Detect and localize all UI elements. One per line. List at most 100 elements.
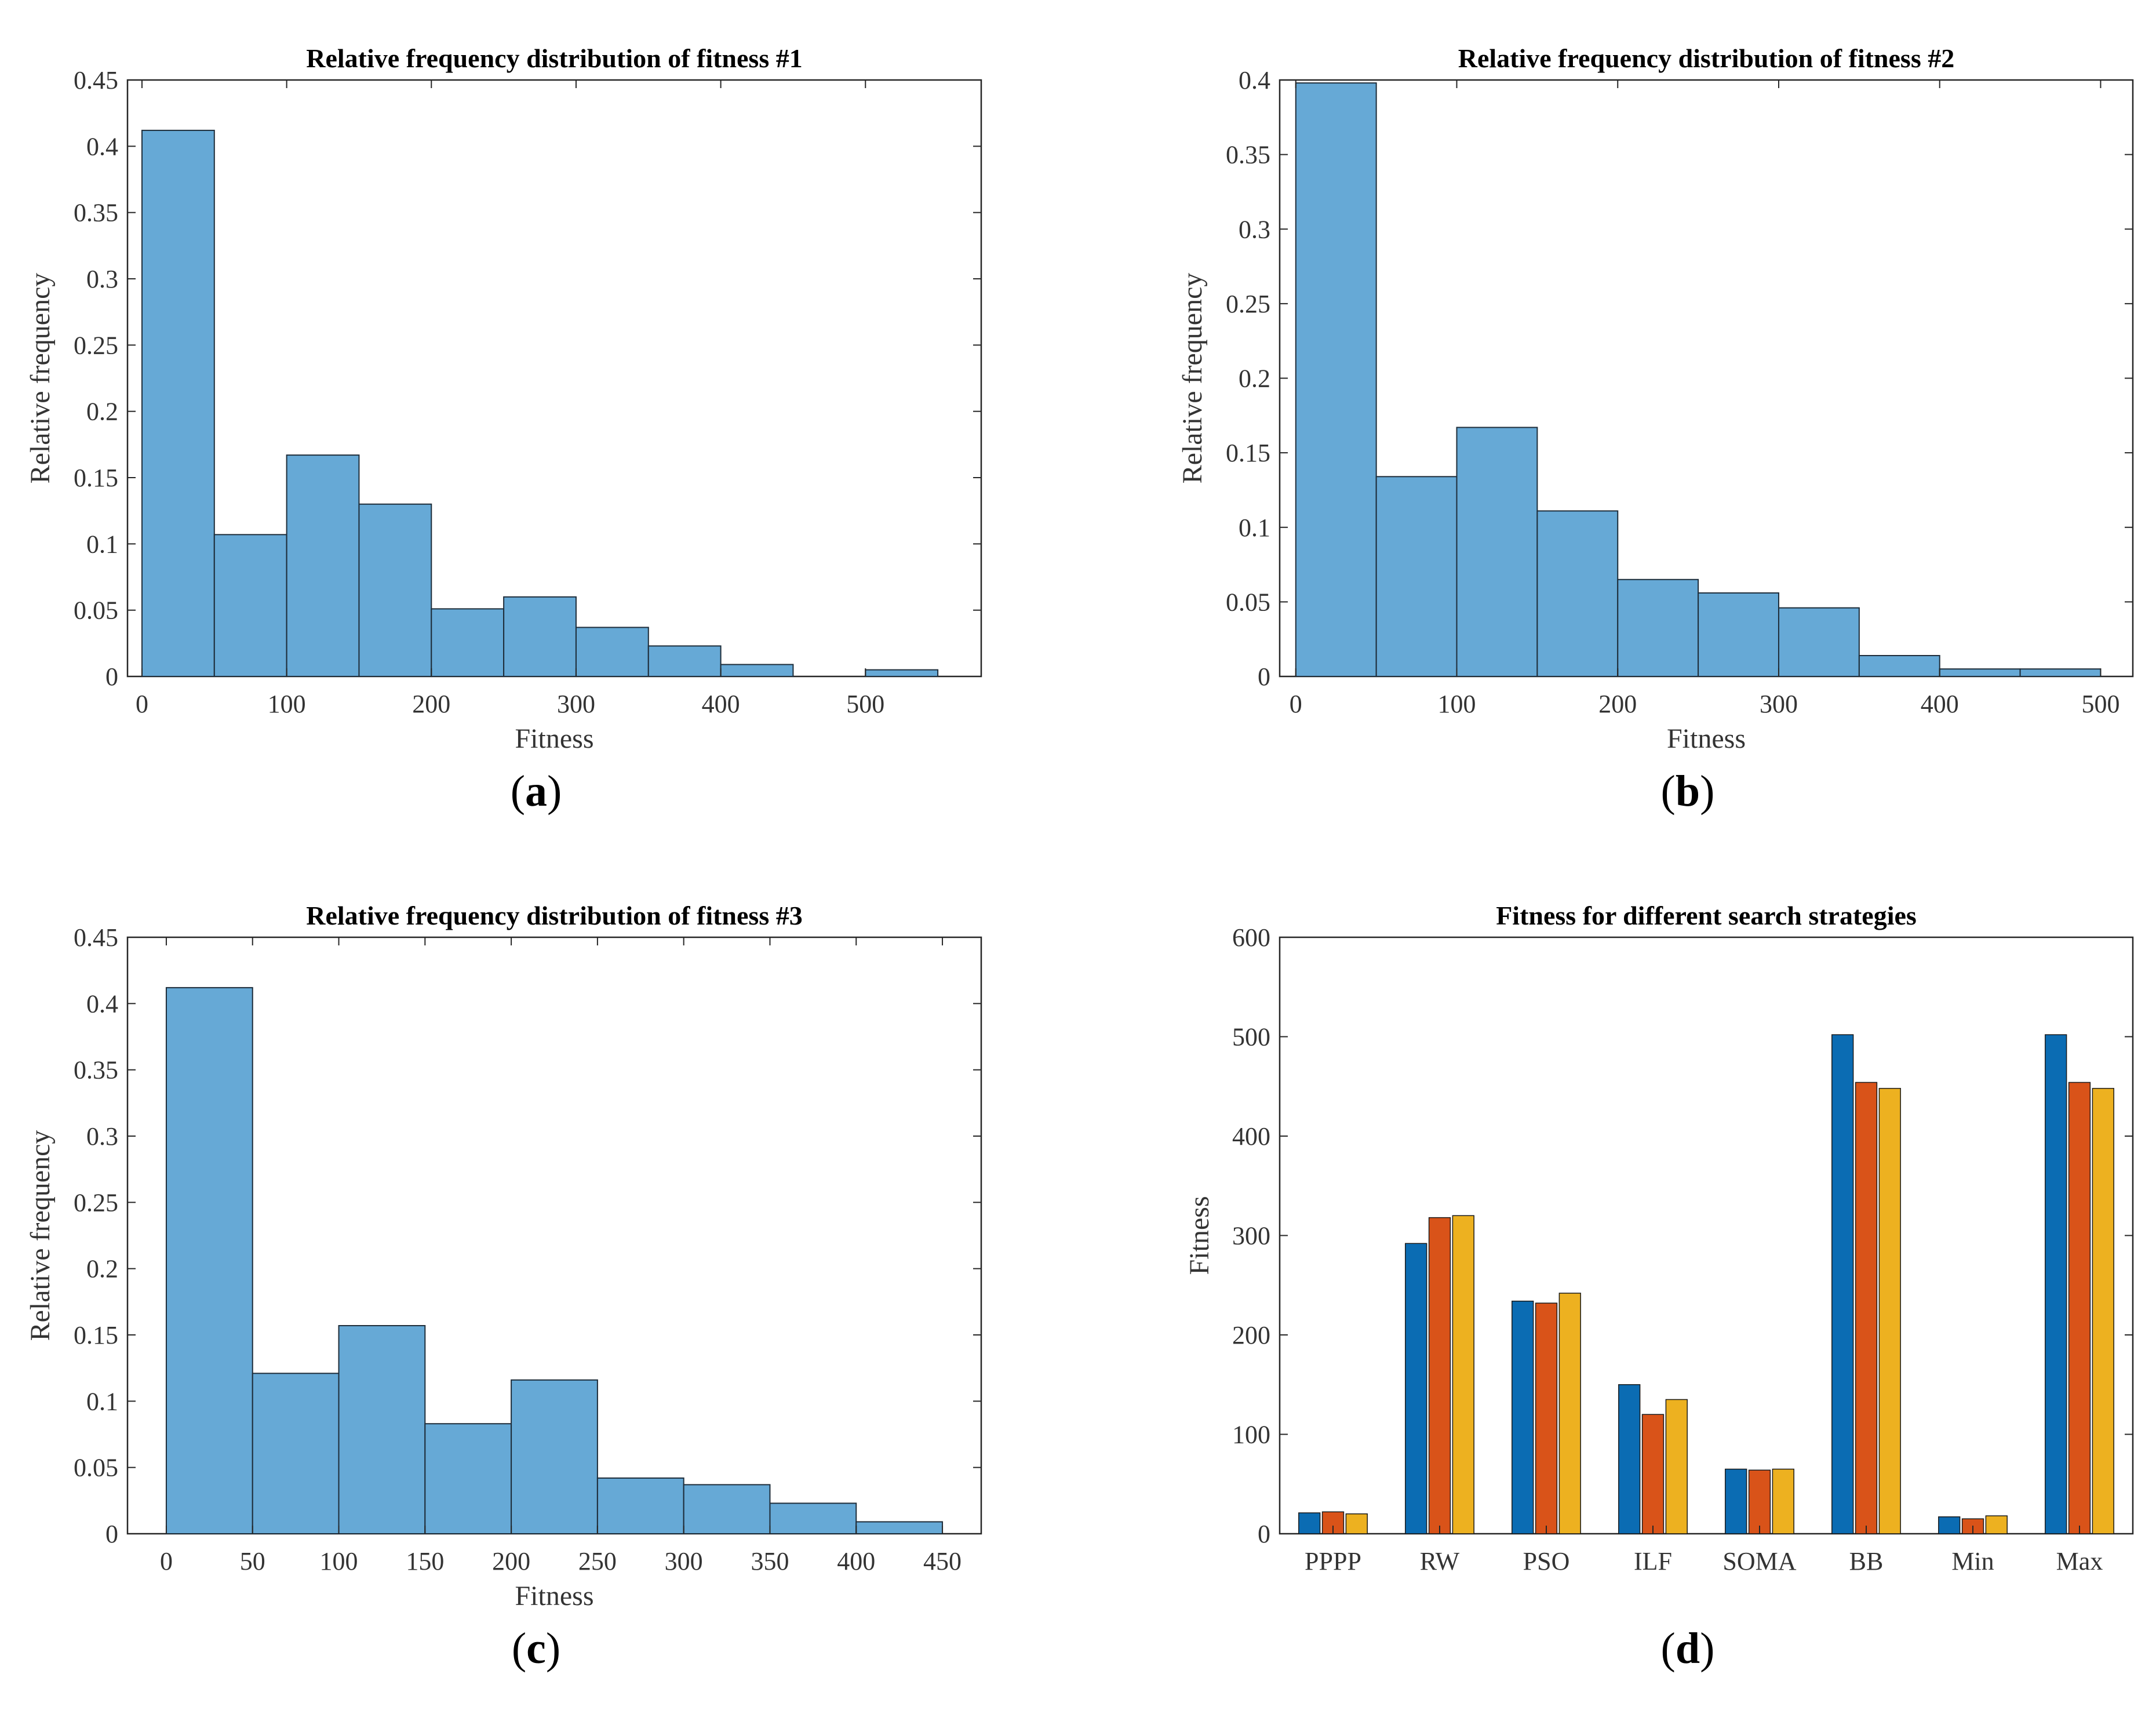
y-tick-label: 0.45 (74, 66, 118, 94)
x-tick-label: 0 (1290, 690, 1302, 718)
panel-c: Relative frequency distribution of fitne… (0, 857, 1078, 1714)
x-tick-label: 100 (268, 690, 306, 718)
panel-d: Fitness for different search strategies 0… (1078, 857, 2156, 1714)
panel-label-text: c (526, 1624, 546, 1673)
y-tick-label: 0.35 (74, 1056, 118, 1085)
x-tick-label: SOMA (1722, 1547, 1796, 1575)
y-tick-label: 0.4 (1239, 66, 1270, 94)
y-tick-label: 0.05 (1226, 588, 1270, 616)
x-axis-label: Fitness (515, 723, 593, 754)
panel-label-text: a (525, 767, 547, 816)
x-tick-label: 400 (1921, 690, 1959, 718)
y-tick-label: 0.4 (86, 132, 118, 161)
x-tick-label: 400 (837, 1547, 875, 1575)
y-tick-label: 0 (1258, 1520, 1270, 1548)
histogram-bar (575, 627, 649, 677)
chart-fitness-3: Relative frequency distribution of fitne… (25, 901, 982, 1611)
chart-fitness-2: Relative frequency distribution of fitne… (1177, 43, 2134, 754)
x-tick-label: 50 (240, 1547, 265, 1575)
histogram-bar (1698, 592, 1779, 677)
histogram-bar (596, 1477, 684, 1534)
histogram-bar (338, 1324, 426, 1534)
histogram-bar (1375, 476, 1458, 677)
y-tick-label: 500 (1232, 1023, 1270, 1051)
panel-label-a: (a) (510, 767, 562, 816)
x-tick-label: Min (1951, 1547, 1994, 1575)
histogram-bar (647, 645, 722, 677)
histogram-bar (141, 129, 215, 678)
chart-title: Fitness for different search strategies (1496, 901, 1917, 930)
histogram-bar (1939, 668, 2021, 677)
y-tick-label: 0.1 (86, 530, 118, 558)
histogram-bar (720, 664, 794, 678)
strategy-bar (1345, 1513, 1368, 1534)
histogram-bar (503, 596, 577, 678)
strategy-bar (2045, 1034, 2067, 1534)
x-tick-label: 100 (320, 1547, 358, 1575)
y-tick-label: 0.2 (1239, 365, 1270, 393)
x-tick-label: 350 (751, 1547, 789, 1575)
y-tick-label: 0 (105, 1520, 118, 1548)
y-tick-label: 0.05 (74, 596, 118, 625)
y-tick-label: 0.2 (86, 398, 118, 426)
strategy-bar (1855, 1082, 1878, 1534)
x-tick-label: 450 (923, 1547, 962, 1575)
x-tick-label: 100 (1438, 690, 1476, 718)
y-tick-label: 200 (1232, 1321, 1270, 1349)
strategy-bar (2092, 1087, 2114, 1534)
histogram-bar (424, 1423, 512, 1534)
strategy-bar (1641, 1414, 1665, 1534)
panel-label-b: (b) (1660, 767, 1715, 816)
histogram-bar (165, 987, 253, 1535)
chart-title: Relative frequency distribution of fitne… (306, 901, 803, 930)
y-tick-label: 0.25 (1226, 290, 1270, 318)
x-tick-label: BB (1849, 1547, 1884, 1575)
histogram-bar (1536, 510, 1619, 677)
y-tick-label: 600 (1232, 923, 1270, 952)
y-tick-label: 0 (1258, 663, 1270, 691)
histogram-bar (855, 1521, 944, 1535)
strategy-bar (1878, 1087, 1901, 1534)
x-tick-label: RW (1420, 1547, 1460, 1575)
histogram-bar (2019, 668, 2102, 677)
y-tick-label: 100 (1232, 1421, 1270, 1449)
y-axis-label: Relative frequency (25, 1130, 56, 1341)
panel-b: Relative frequency distribution of fitne… (1078, 0, 2156, 857)
y-axis-label: Relative frequency (25, 273, 56, 484)
x-tick-label: 500 (846, 690, 884, 718)
y-tick-label: 0.4 (86, 989, 118, 1018)
y-axis-label: Relative frequency (1177, 273, 1208, 484)
histogram-bar (431, 608, 505, 678)
histogram-bar (769, 1502, 857, 1534)
strategy-bar (1558, 1293, 1581, 1534)
strategy-bar (1725, 1468, 1747, 1534)
y-tick-label: 0.15 (74, 1321, 118, 1349)
chart-search-strategies: Fitness for different search strategies 0… (1184, 901, 2134, 1575)
strategy-bar (1452, 1215, 1474, 1534)
y-tick-label: 400 (1232, 1122, 1270, 1151)
x-tick-label: 300 (665, 1547, 703, 1575)
panel-label-text: b (1675, 767, 1700, 816)
y-tick-label: 0.25 (74, 331, 118, 359)
strategy-bar (1298, 1512, 1321, 1534)
y-tick-label: 0.2 (86, 1255, 118, 1283)
chart-fitness-1: Relative frequency distribution of fitne… (25, 43, 982, 754)
x-tick-label: 400 (702, 690, 740, 718)
x-tick-label: 0 (136, 690, 148, 718)
y-tick-label: 0.1 (1239, 514, 1270, 542)
strategy-bar (1772, 1468, 1794, 1534)
y-tick-label: 0.15 (1226, 439, 1270, 467)
y-tick-label: 300 (1232, 1222, 1270, 1250)
histogram-bar (511, 1379, 598, 1534)
y-tick-label: 0 (105, 663, 118, 691)
histogram-bar (683, 1484, 771, 1534)
histogram-bar (1617, 578, 1699, 677)
strategy-bar (1512, 1300, 1534, 1534)
x-tick-label: ILF (1634, 1547, 1672, 1575)
x-tick-label: 0 (160, 1547, 173, 1575)
panel-label-text: d (1675, 1624, 1700, 1673)
x-tick-label: 300 (557, 690, 595, 718)
histogram-bar (1778, 607, 1860, 678)
x-tick-label: 200 (412, 690, 450, 718)
x-tick-label: 200 (1598, 690, 1637, 718)
